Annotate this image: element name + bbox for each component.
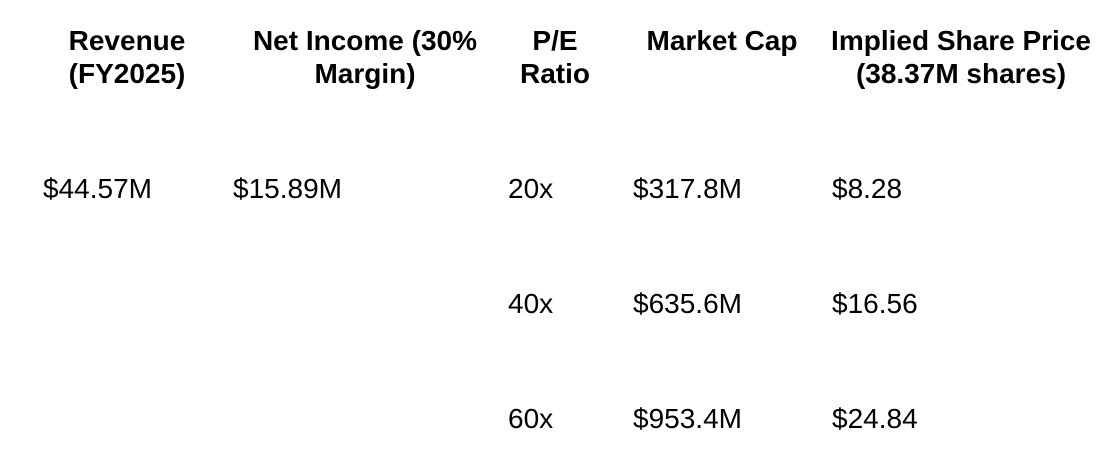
column-header-pe-ratio: P/E Ratio [495,24,615,90]
header-line: Ratio [520,58,590,89]
column-header-net-income: Net Income (30% Margin) [215,24,515,90]
cell-market-cap-row3: $953.4M [633,403,742,434]
cell-market-cap-row2: $635.6M [633,288,742,319]
header-line: (FY2025) [68,58,186,89]
header-line: Market Cap [646,25,798,56]
column-header-market-cap: Market Cap [622,24,822,57]
cell-pe-ratio-row2: 40x [508,288,554,319]
cell-pe-ratio-row1: 20x [508,173,554,204]
header-line: Implied Share Price [831,25,1091,56]
cell-revenue-row1: $44.57M [43,173,152,204]
header-line: P/E [532,25,578,56]
column-header-implied-share-price: Implied Share Price (38.37M shares) [821,24,1101,90]
cell-market-cap-row1: $317.8M [633,173,742,204]
cell-net-income-row1: $15.89M [233,173,342,204]
header-line: Revenue [68,25,186,56]
cell-pe-ratio-row3: 60x [508,403,554,434]
cell-implied-share-price-row3: $24.84 [832,403,918,434]
cell-implied-share-price-row2: $16.56 [832,288,918,319]
header-line: Margin) [314,58,416,89]
header-line: (38.37M shares) [855,58,1067,89]
cell-implied-share-price-row1: $8.28 [832,173,903,204]
column-header-revenue: Revenue (FY2025) [27,24,227,90]
header-line: Net Income (30% [252,25,478,56]
